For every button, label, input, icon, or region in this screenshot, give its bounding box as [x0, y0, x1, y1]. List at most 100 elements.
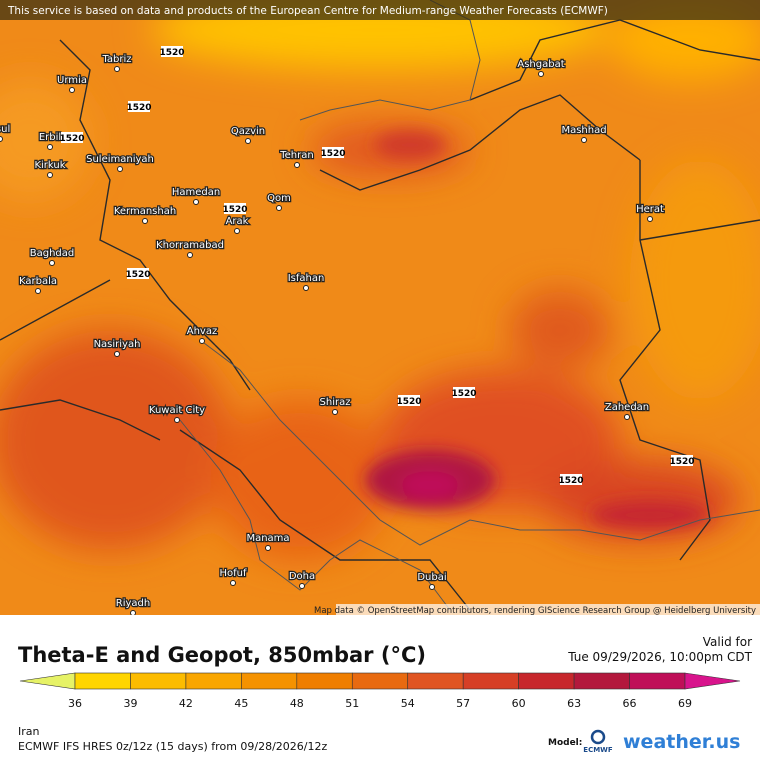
city-label: Shiraz [320, 397, 351, 408]
valid-time: Tue 09/29/2026, 10:00pm CDT [567, 650, 752, 664]
city-label: Qazvin [231, 126, 265, 137]
geopotential-box [560, 474, 582, 485]
geopotential-label: 1520 [125, 270, 150, 280]
geopotential-label: 1520 [126, 103, 151, 113]
geopotential-label: 1520 [320, 149, 345, 159]
geopotential-label: 1520 [159, 48, 184, 58]
city-dot [234, 228, 240, 234]
colorbar-segment [351, 672, 409, 690]
city-dot [276, 205, 282, 211]
colorbar-tick-label: 54 [401, 697, 415, 710]
city-label: Doha [289, 571, 315, 582]
model-logo: ECMWF [583, 746, 613, 754]
colorbar-segment [185, 672, 242, 690]
city-dot [230, 580, 236, 586]
city-label: Tabriz [101, 54, 131, 65]
city-dot [187, 252, 193, 258]
city-dot [299, 583, 305, 589]
city-dot [303, 285, 309, 291]
city-dot [581, 137, 587, 143]
colorbar-tick-label: 39 [123, 697, 137, 710]
city-dot [538, 71, 544, 77]
geopotential-box [671, 455, 693, 466]
city-dot [265, 545, 271, 551]
colorbar-segment [241, 672, 298, 690]
colorbar-segment [130, 672, 187, 690]
city-label: Riyadh [116, 598, 150, 609]
cities: Tabriz Urmia osul Erbil Kirkuk Suleimaniyah Qa… [0, 53, 665, 616]
borders [0, 19, 760, 611]
city-dot [69, 87, 75, 93]
city-dot [245, 138, 251, 144]
colorbar-segment [518, 672, 575, 690]
colorbar-segment [74, 672, 131, 690]
city-label: Qom [267, 193, 291, 204]
geopotential-label: 1520 [222, 205, 247, 215]
city-label: Arak [226, 216, 249, 227]
colorbar-segment [407, 672, 464, 690]
city-label: Karbala [19, 276, 57, 287]
city-dot [429, 584, 435, 590]
city-label: osul [0, 124, 10, 135]
colorbar-tick-label: 63 [567, 697, 581, 710]
city-label: Urmia [57, 75, 87, 86]
city-label: Isfahan [288, 273, 325, 284]
colorbar-segment [573, 672, 630, 690]
colorbar-tick-label: 57 [456, 697, 470, 710]
city-dot [624, 414, 630, 420]
valid-label: Valid for [703, 635, 752, 649]
hot-core [365, 131, 710, 529]
geopotential-label: 1520 [669, 457, 694, 467]
model-run: ECMWF IFS HRES 0z/12z (15 days) from 09/… [18, 740, 328, 753]
colorbar-tick-label: 42 [179, 697, 193, 710]
city-label: Khorramabad [156, 240, 224, 251]
city-label: Ahvaz [187, 326, 217, 337]
city-label: Nasiriyah [94, 339, 141, 350]
city-label: Suleimaniyah [86, 154, 154, 165]
city-dot [130, 610, 136, 616]
model-label: Model: [548, 738, 582, 748]
city-label: Hofuf [219, 568, 246, 579]
city-label: Kuwait City [149, 405, 205, 416]
coastlines [179, 0, 760, 611]
colorbar: 36 39 42 45 48 51 54 57 60 63 66 69 [19, 672, 741, 710]
city-dot [49, 260, 55, 266]
city-label: Baghdad [30, 248, 75, 259]
colorbar-high [684, 672, 741, 690]
city-label: Erbil [39, 132, 61, 143]
city-label: Tehran [279, 150, 313, 161]
city-label: Kirkuk [34, 160, 65, 171]
city-dot [47, 172, 53, 178]
city-label: Kermanshah [114, 206, 176, 217]
brand: weather.us [623, 731, 740, 753]
city-dot [114, 66, 120, 72]
city-dot [35, 288, 41, 294]
colorbar-tick-label: 60 [512, 697, 526, 710]
geopotential-box [127, 268, 149, 279]
colorbar-segment [296, 672, 353, 690]
colorbar-segment [462, 672, 519, 690]
city-dot [117, 166, 123, 172]
city-label: Herat [636, 204, 664, 215]
colorbar-tick-label: 51 [345, 697, 359, 710]
colorbar-tick-label: 66 [623, 697, 637, 710]
city-dot [193, 199, 199, 205]
region: Iran [18, 725, 40, 738]
city-label: Manama [246, 533, 289, 544]
city-label: Zahedan [605, 402, 649, 413]
city-label: Hamedan [172, 187, 220, 198]
colorbar-tick-label: 36 [68, 697, 82, 710]
city-dot [114, 351, 120, 357]
geopotential-box [128, 101, 150, 112]
colorbar-tick-label: 69 [678, 697, 692, 710]
city-dot [294, 162, 300, 168]
attribution-background [336, 604, 760, 615]
city-dot [332, 409, 338, 415]
geopotential-label: 1520 [558, 476, 583, 486]
geopotential-box [322, 147, 344, 158]
banner-background [0, 0, 760, 20]
geopotential-box [161, 46, 183, 57]
geopotential-label: 1520 [59, 134, 84, 144]
geopotential-labels: 1520 1520 1520 1520 1520 1520 1520 1520 1520 1520 [59, 46, 695, 486]
map: Tabriz Urmia osul Erbil Kirkuk Suleimaniyah Qa… [0, 0, 760, 616]
